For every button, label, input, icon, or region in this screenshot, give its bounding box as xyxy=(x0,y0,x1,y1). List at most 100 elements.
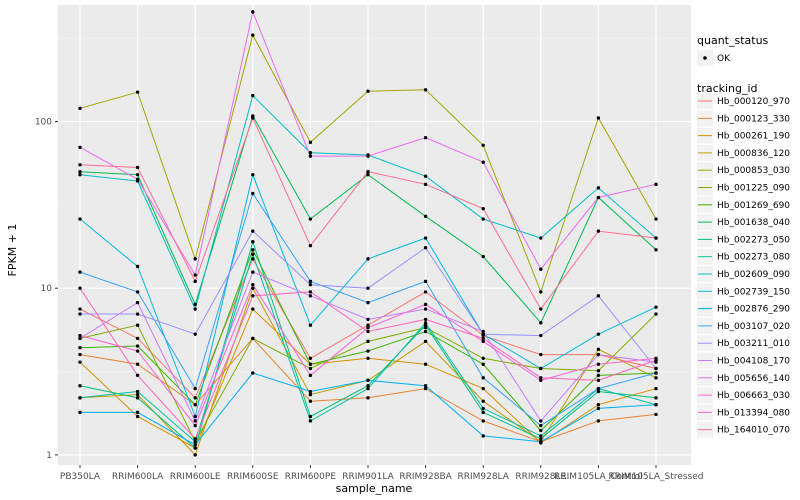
data-point xyxy=(366,325,370,330)
data-point xyxy=(596,369,601,373)
data-point xyxy=(193,446,197,450)
data-point xyxy=(135,396,140,400)
legend-label: Hb_006663_030 xyxy=(717,391,790,401)
legend-title-quant-status: quant_status xyxy=(697,34,769,47)
data-point xyxy=(251,172,255,177)
y-axis-title-group: FPKM + 1 xyxy=(6,224,19,277)
data-point xyxy=(423,317,428,322)
data-point xyxy=(366,89,370,93)
data-point xyxy=(78,106,82,111)
data-point xyxy=(481,419,485,423)
data-point xyxy=(308,282,313,287)
legend-label: Hb_000853_030 xyxy=(717,166,790,176)
data-point xyxy=(78,172,82,177)
data-point xyxy=(596,362,601,366)
data-point xyxy=(308,373,313,378)
data-point xyxy=(539,321,543,325)
data-point xyxy=(481,434,485,438)
data-point xyxy=(78,352,82,357)
legend-label: Hb_002273_080 xyxy=(717,253,790,263)
data-point xyxy=(539,428,543,433)
data-point xyxy=(539,419,543,423)
y-axis: 1 10 100 xyxy=(35,118,58,461)
data-point xyxy=(654,412,658,417)
data-point xyxy=(251,229,255,233)
data-point xyxy=(366,378,370,383)
legend-label: Hb_000836_120 xyxy=(717,149,790,159)
data-point xyxy=(78,270,82,274)
data-point xyxy=(193,279,197,284)
data-point xyxy=(654,396,658,400)
data-point xyxy=(78,312,82,316)
data-point xyxy=(308,140,313,145)
data-point xyxy=(251,191,255,196)
data-point xyxy=(308,419,313,423)
data-point xyxy=(308,279,313,284)
data-point xyxy=(539,333,543,338)
data-point xyxy=(654,248,658,252)
data-point xyxy=(78,345,82,350)
data-point xyxy=(539,366,543,371)
data-point xyxy=(481,217,485,221)
data-point xyxy=(596,373,601,378)
data-point xyxy=(481,410,485,415)
x-tick-label: RRIM600LE xyxy=(170,472,221,482)
data-point xyxy=(135,177,140,182)
data-point xyxy=(481,356,485,360)
data-point xyxy=(423,290,428,294)
data-point xyxy=(308,399,313,403)
data-point xyxy=(596,406,601,411)
data-point xyxy=(78,333,82,338)
data-point xyxy=(596,389,601,394)
data-point xyxy=(193,419,197,423)
data-point xyxy=(135,312,140,316)
data-point xyxy=(596,347,601,352)
data-point xyxy=(366,172,370,177)
data-point xyxy=(539,434,543,438)
data-point xyxy=(366,339,370,344)
data-point xyxy=(251,252,255,256)
data-point xyxy=(423,384,428,388)
data-point xyxy=(78,307,82,311)
data-point xyxy=(481,332,485,336)
legend-label: Hb_001269_690 xyxy=(717,201,790,211)
data-point xyxy=(423,214,428,219)
data-point xyxy=(366,329,370,334)
data-point xyxy=(366,257,370,261)
y-tick-label: 100 xyxy=(35,118,52,128)
data-point xyxy=(654,366,658,371)
data-point xyxy=(654,312,658,316)
legend-title-tracking-id: tracking_id xyxy=(697,82,758,95)
data-point xyxy=(135,414,140,419)
series-points xyxy=(78,10,658,457)
data-point xyxy=(481,160,485,164)
data-point xyxy=(78,360,82,364)
legend-label: Hb_002876_290 xyxy=(717,305,790,315)
data-point xyxy=(193,453,197,457)
legend-label: Hb_000123_330 xyxy=(717,114,790,124)
legend-label: Hb_001225_090 xyxy=(717,184,790,194)
data-point xyxy=(423,279,428,284)
data-point xyxy=(251,336,255,341)
y-tick-label: 10 xyxy=(41,284,53,294)
legend-label: OK xyxy=(717,54,731,64)
data-point xyxy=(423,329,428,334)
data-point xyxy=(596,419,601,423)
data-point xyxy=(193,440,197,444)
data-point xyxy=(539,352,543,357)
data-point xyxy=(423,246,428,250)
data-point xyxy=(193,332,197,336)
data-point xyxy=(423,362,428,366)
x-axis-title: sample_name xyxy=(336,482,413,495)
data-point xyxy=(251,371,255,375)
data-point xyxy=(308,294,313,298)
data-point xyxy=(366,300,370,305)
data-point xyxy=(481,143,485,148)
x-tick-label: RRIM105LA_Control xyxy=(554,472,643,482)
data-point xyxy=(135,323,140,327)
data-point xyxy=(251,10,255,14)
data-point xyxy=(366,396,370,400)
data-point xyxy=(251,286,255,290)
data-point xyxy=(596,378,601,383)
